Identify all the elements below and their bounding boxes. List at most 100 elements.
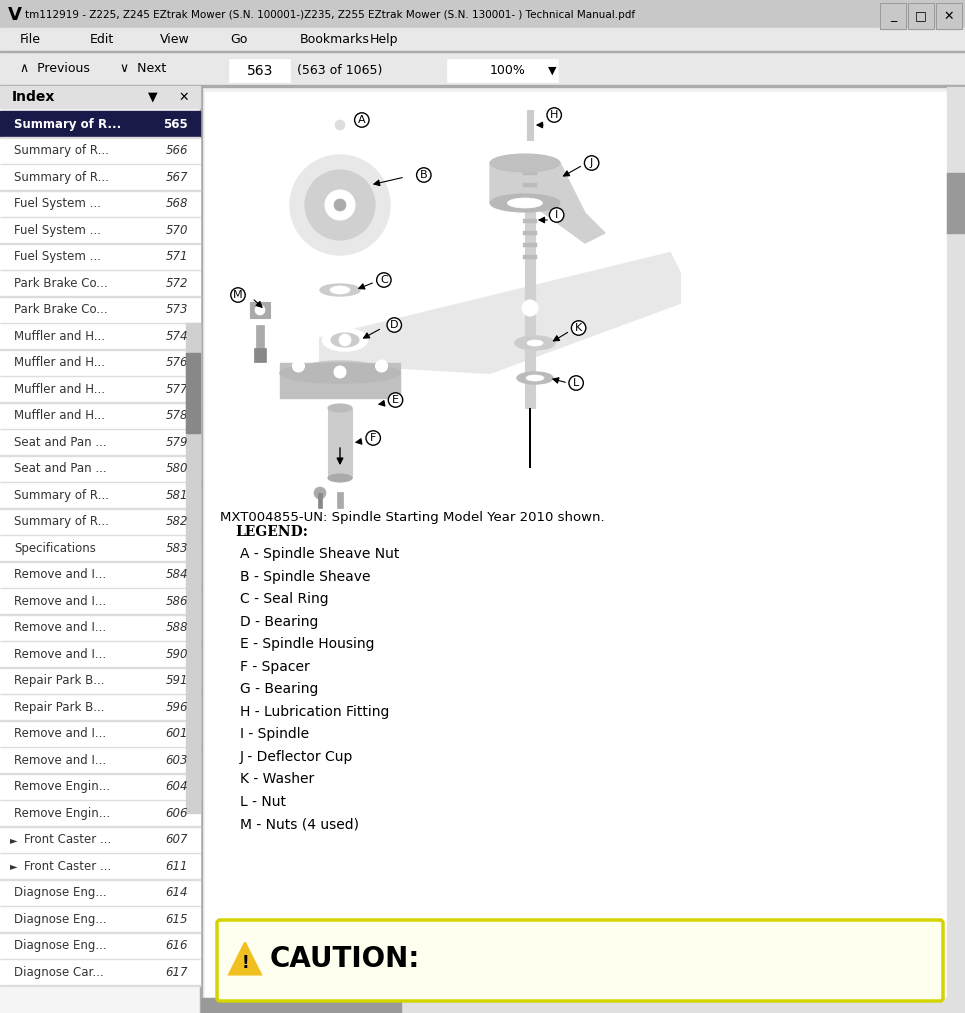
Bar xyxy=(0,51,965,52)
Bar xyxy=(448,60,558,82)
Text: Specifications: Specifications xyxy=(14,542,96,555)
Bar xyxy=(0,827,200,853)
Text: B - Spindle Sheave: B - Spindle Sheave xyxy=(240,569,371,583)
Text: Bookmarks: Bookmarks xyxy=(300,32,370,46)
Bar xyxy=(280,363,400,398)
Circle shape xyxy=(522,300,538,316)
Ellipse shape xyxy=(330,286,350,294)
Bar xyxy=(908,3,934,29)
Ellipse shape xyxy=(526,375,544,381)
Text: J: J xyxy=(590,158,593,168)
Text: K - Washer: K - Washer xyxy=(240,772,315,786)
Text: Seat and Pan ...: Seat and Pan ... xyxy=(14,462,106,475)
Bar xyxy=(250,302,270,318)
Text: C: C xyxy=(380,275,388,285)
Text: Remove and I...: Remove and I... xyxy=(14,647,106,660)
Text: A - Spindle Sheave Nut: A - Spindle Sheave Nut xyxy=(240,547,400,561)
Text: Remove and I...: Remove and I... xyxy=(14,568,106,581)
Text: 617: 617 xyxy=(166,965,188,979)
Text: B: B xyxy=(420,170,427,180)
Bar xyxy=(0,403,200,428)
Text: Remove Engin...: Remove Engin... xyxy=(14,780,110,793)
Text: Remove and I...: Remove and I... xyxy=(14,754,106,767)
Bar xyxy=(523,219,537,223)
Text: Remove and I...: Remove and I... xyxy=(14,621,106,634)
Text: 616: 616 xyxy=(166,939,188,952)
Text: H - Lubrication Fitting: H - Lubrication Fitting xyxy=(240,704,389,718)
Bar xyxy=(0,668,200,694)
Text: 581: 581 xyxy=(166,488,188,501)
Bar xyxy=(523,243,537,247)
Text: Remove Engin...: Remove Engin... xyxy=(14,806,110,820)
Text: 568: 568 xyxy=(166,198,188,211)
Text: ∨  Next: ∨ Next xyxy=(120,62,166,75)
Bar xyxy=(256,325,264,350)
Text: 563: 563 xyxy=(247,64,273,78)
Text: Repair Park B...: Repair Park B... xyxy=(14,701,104,714)
Text: 571: 571 xyxy=(166,250,188,263)
Text: Diagnose Car...: Diagnose Car... xyxy=(14,965,103,979)
Bar xyxy=(0,28,965,50)
Text: Summary of R...: Summary of R... xyxy=(14,171,109,183)
Text: Summary of R...: Summary of R... xyxy=(14,144,109,157)
Bar xyxy=(523,183,537,187)
Bar xyxy=(0,774,200,800)
Bar xyxy=(908,3,934,29)
Bar xyxy=(0,589,200,615)
Text: MXT004855-UN: Spindle Starting Model Year 2010 shown.: MXT004855-UN: Spindle Starting Model Yea… xyxy=(220,511,605,524)
Ellipse shape xyxy=(508,198,542,208)
Text: ►: ► xyxy=(10,861,17,871)
Text: !: ! xyxy=(241,953,249,971)
Text: Muffler and H...: Muffler and H... xyxy=(14,330,105,342)
Text: ∧  Previous: ∧ Previous xyxy=(20,62,90,75)
Bar xyxy=(947,173,965,233)
Text: M - Nuts (4 used): M - Nuts (4 used) xyxy=(240,817,359,831)
Bar xyxy=(0,800,200,827)
FancyBboxPatch shape xyxy=(217,920,943,1001)
Text: A: A xyxy=(358,115,366,125)
Text: K: K xyxy=(575,323,582,333)
Bar xyxy=(0,562,200,588)
Text: 588: 588 xyxy=(166,621,188,634)
Bar xyxy=(0,111,200,138)
Bar xyxy=(186,353,200,433)
Text: E: E xyxy=(392,395,399,405)
Text: L: L xyxy=(573,378,579,388)
Text: G - Bearing: G - Bearing xyxy=(240,682,318,696)
Bar xyxy=(0,297,200,323)
Bar xyxy=(0,959,200,986)
Text: 606: 606 xyxy=(166,806,188,820)
Bar xyxy=(200,87,202,1013)
Ellipse shape xyxy=(300,361,380,379)
Bar xyxy=(0,85,965,87)
Circle shape xyxy=(334,199,346,211)
Text: ►: ► xyxy=(10,835,17,845)
Text: Summary of R...: Summary of R... xyxy=(14,488,109,501)
Text: 611: 611 xyxy=(166,860,188,873)
Bar xyxy=(0,854,200,879)
Text: 596: 596 xyxy=(166,701,188,714)
Text: □: □ xyxy=(915,9,926,22)
Bar xyxy=(0,323,200,349)
Text: 100%: 100% xyxy=(490,64,526,77)
Text: D: D xyxy=(390,320,399,330)
Text: Help: Help xyxy=(370,32,399,46)
Bar xyxy=(0,138,200,164)
Bar xyxy=(947,87,965,1013)
Circle shape xyxy=(314,487,326,499)
Bar xyxy=(0,270,200,297)
Text: LEGEND:: LEGEND: xyxy=(235,525,308,539)
Text: 573: 573 xyxy=(166,303,188,316)
Text: ✕: ✕ xyxy=(944,9,954,22)
Text: D - Bearing: D - Bearing xyxy=(240,615,318,628)
Bar xyxy=(0,87,200,1013)
Circle shape xyxy=(325,190,355,220)
Bar xyxy=(0,164,200,190)
Text: _: _ xyxy=(890,9,896,22)
Bar xyxy=(0,615,200,641)
Bar xyxy=(525,155,535,303)
Circle shape xyxy=(275,140,405,270)
Text: H: H xyxy=(550,110,559,120)
Polygon shape xyxy=(320,253,680,373)
Bar xyxy=(523,231,537,235)
